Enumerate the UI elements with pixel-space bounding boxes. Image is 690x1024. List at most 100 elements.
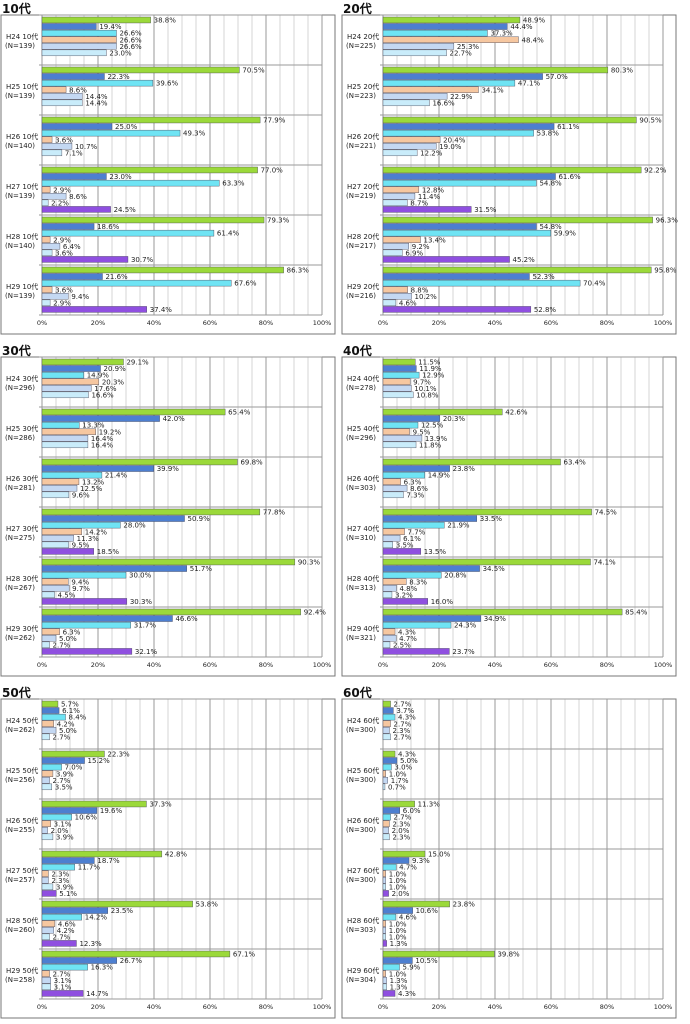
data-label: 9.7% [72, 585, 90, 593]
data-label: 3.5% [396, 541, 414, 549]
data-label: 4.7% [399, 635, 417, 643]
data-label: 8.7% [410, 199, 428, 207]
x-tick-label: 60% [203, 1003, 217, 1011]
bar-s1 [41, 73, 105, 80]
bar-s4 [382, 143, 437, 150]
x-tick-label: 80% [259, 661, 273, 669]
bar-s0 [382, 166, 642, 174]
data-label: 48.4% [522, 36, 545, 44]
data-label: 16.4% [91, 435, 114, 443]
bar-s4 [382, 435, 423, 442]
category-label: H29 20代 [347, 282, 379, 291]
bar-s4 [41, 977, 51, 984]
bar-s0 [41, 16, 151, 24]
bar-s3 [382, 720, 391, 727]
bar-s2 [41, 371, 84, 379]
chart-svg: 0% 20% 40% 60% 80% 100% H24 20代(N=225) 48.9%44.… [341, 14, 678, 335]
bar-s3 [382, 528, 405, 535]
data-label: 48.9% [523, 17, 546, 25]
bar-s3 [41, 628, 60, 635]
bar-s2 [382, 471, 425, 479]
data-label: 23.8% [453, 465, 476, 473]
bar-s6 [382, 890, 389, 897]
data-label: 13.2% [82, 478, 105, 486]
bar-s4 [382, 727, 390, 734]
bar-s3 [41, 378, 100, 385]
category-n-label: (N=303) [346, 926, 376, 934]
data-label: 19.6% [100, 807, 123, 815]
data-label: 39.9% [157, 465, 180, 473]
bar-s0 [382, 16, 521, 24]
data-label: 8.4% [69, 714, 87, 722]
bar-s2 [382, 371, 420, 379]
data-label: 13.5% [424, 548, 447, 556]
bar-s1 [382, 73, 543, 80]
data-label: 23.5% [111, 907, 134, 915]
data-label: 70.5% [242, 67, 265, 75]
chart-panel-0: 10代 0% 20% 40% 60% 80% 100% H24 10代 (N=139) 38.8%… [0, 0, 337, 336]
bar-s6 [41, 940, 77, 947]
bar-s2 [41, 29, 117, 37]
bar-s3 [41, 820, 51, 827]
bar-s3 [382, 186, 420, 193]
category-label: H27 10代 [6, 182, 38, 191]
category-label: H26 20代 [347, 132, 379, 141]
data-label: 10.6% [75, 814, 98, 822]
data-label: 3.1% [54, 820, 72, 828]
category-label: H28 50代 [6, 916, 38, 925]
bar-s1 [382, 515, 478, 522]
category-label: H27 30代 [6, 524, 38, 533]
bar-s1 [41, 615, 173, 622]
bar-s0 [41, 900, 193, 908]
data-label: 4.3% [398, 628, 416, 636]
data-label: 10.1% [414, 385, 437, 393]
data-label: 2.7% [394, 720, 412, 728]
data-label: 1.7% [391, 777, 409, 785]
category-n-label: (N=275) [5, 534, 35, 542]
x-tick-label: 60% [544, 661, 558, 669]
data-label: 52.8% [534, 306, 557, 314]
bar-s5 [41, 591, 55, 599]
data-label: 21.6% [105, 273, 128, 281]
x-tick-label: 40% [488, 661, 502, 669]
bar-s4 [41, 293, 69, 300]
bar-s2 [382, 713, 396, 721]
category-label: H24 20代 [347, 32, 379, 41]
x-tick-label: 0% [37, 319, 47, 327]
bar-s3 [41, 286, 53, 293]
bar-s3 [382, 770, 386, 777]
bar-s0 [41, 166, 258, 174]
bar-s4 [41, 385, 92, 392]
data-label: 24.5% [114, 206, 137, 214]
category-label: H27 20代 [347, 182, 379, 191]
data-label: 31.7% [134, 622, 157, 630]
data-label: 53.8% [537, 130, 560, 138]
data-label: 9.3% [412, 857, 430, 865]
bar-s4 [41, 93, 83, 100]
category-label: H28 10代 [6, 232, 38, 241]
data-label: 61.6% [558, 173, 581, 181]
bar-s4 [382, 977, 387, 984]
x-tick-label: 100% [313, 661, 332, 669]
data-label: 1.0% [389, 770, 407, 778]
bar-s2 [41, 713, 66, 721]
bar-s0 [382, 458, 561, 466]
data-label: 26.6% [119, 43, 142, 51]
data-label: 67.6% [234, 280, 257, 288]
x-tick-label: 0% [37, 1003, 47, 1011]
bar-s5 [41, 933, 50, 941]
bar-s0 [382, 800, 415, 808]
data-label: 12.5% [421, 422, 444, 430]
data-label: 2.3% [392, 820, 410, 828]
bar-s5 [41, 733, 50, 741]
bar-s4 [41, 435, 89, 442]
bar-s6 [41, 598, 128, 605]
data-label: 11.8% [419, 441, 442, 449]
data-label: 4.3% [398, 990, 416, 998]
bar-s2 [41, 571, 127, 579]
data-label: 2.7% [53, 970, 71, 978]
category-n-label: (N=221) [346, 142, 376, 150]
bar-s0 [382, 116, 637, 124]
bar-s6 [41, 890, 57, 897]
data-label: 2.7% [53, 777, 71, 785]
